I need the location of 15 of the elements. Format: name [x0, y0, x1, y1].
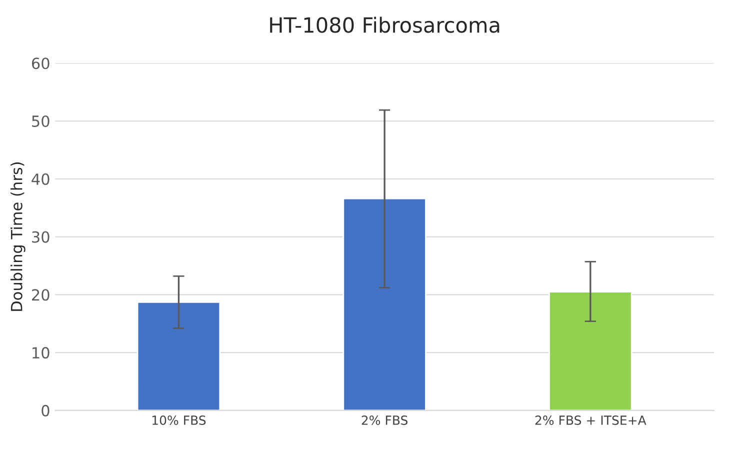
y-tick-label: 40	[32, 173, 50, 185]
x-tick-label: 10% FBS	[152, 415, 206, 425]
bar	[342, 198, 426, 410]
y-axis-title: Doubling Time (hrs)	[10, 162, 26, 311]
y-tick-label: 20	[32, 289, 50, 301]
chart-title: HT-1080 Fibrosarcoma	[270, 16, 500, 33]
y-tick-label: 0	[42, 404, 50, 416]
y-tick-label: 30	[32, 231, 50, 243]
x-tick-label: 2% FBS + ITSE+A	[535, 415, 646, 425]
bar	[548, 291, 632, 410]
x-tick-label: 2% FBS	[362, 415, 408, 425]
y-tick-label: 60	[32, 58, 50, 70]
bar	[136, 301, 221, 410]
y-tick-label: 50	[32, 115, 50, 128]
y-tick-label: 10	[32, 346, 50, 359]
